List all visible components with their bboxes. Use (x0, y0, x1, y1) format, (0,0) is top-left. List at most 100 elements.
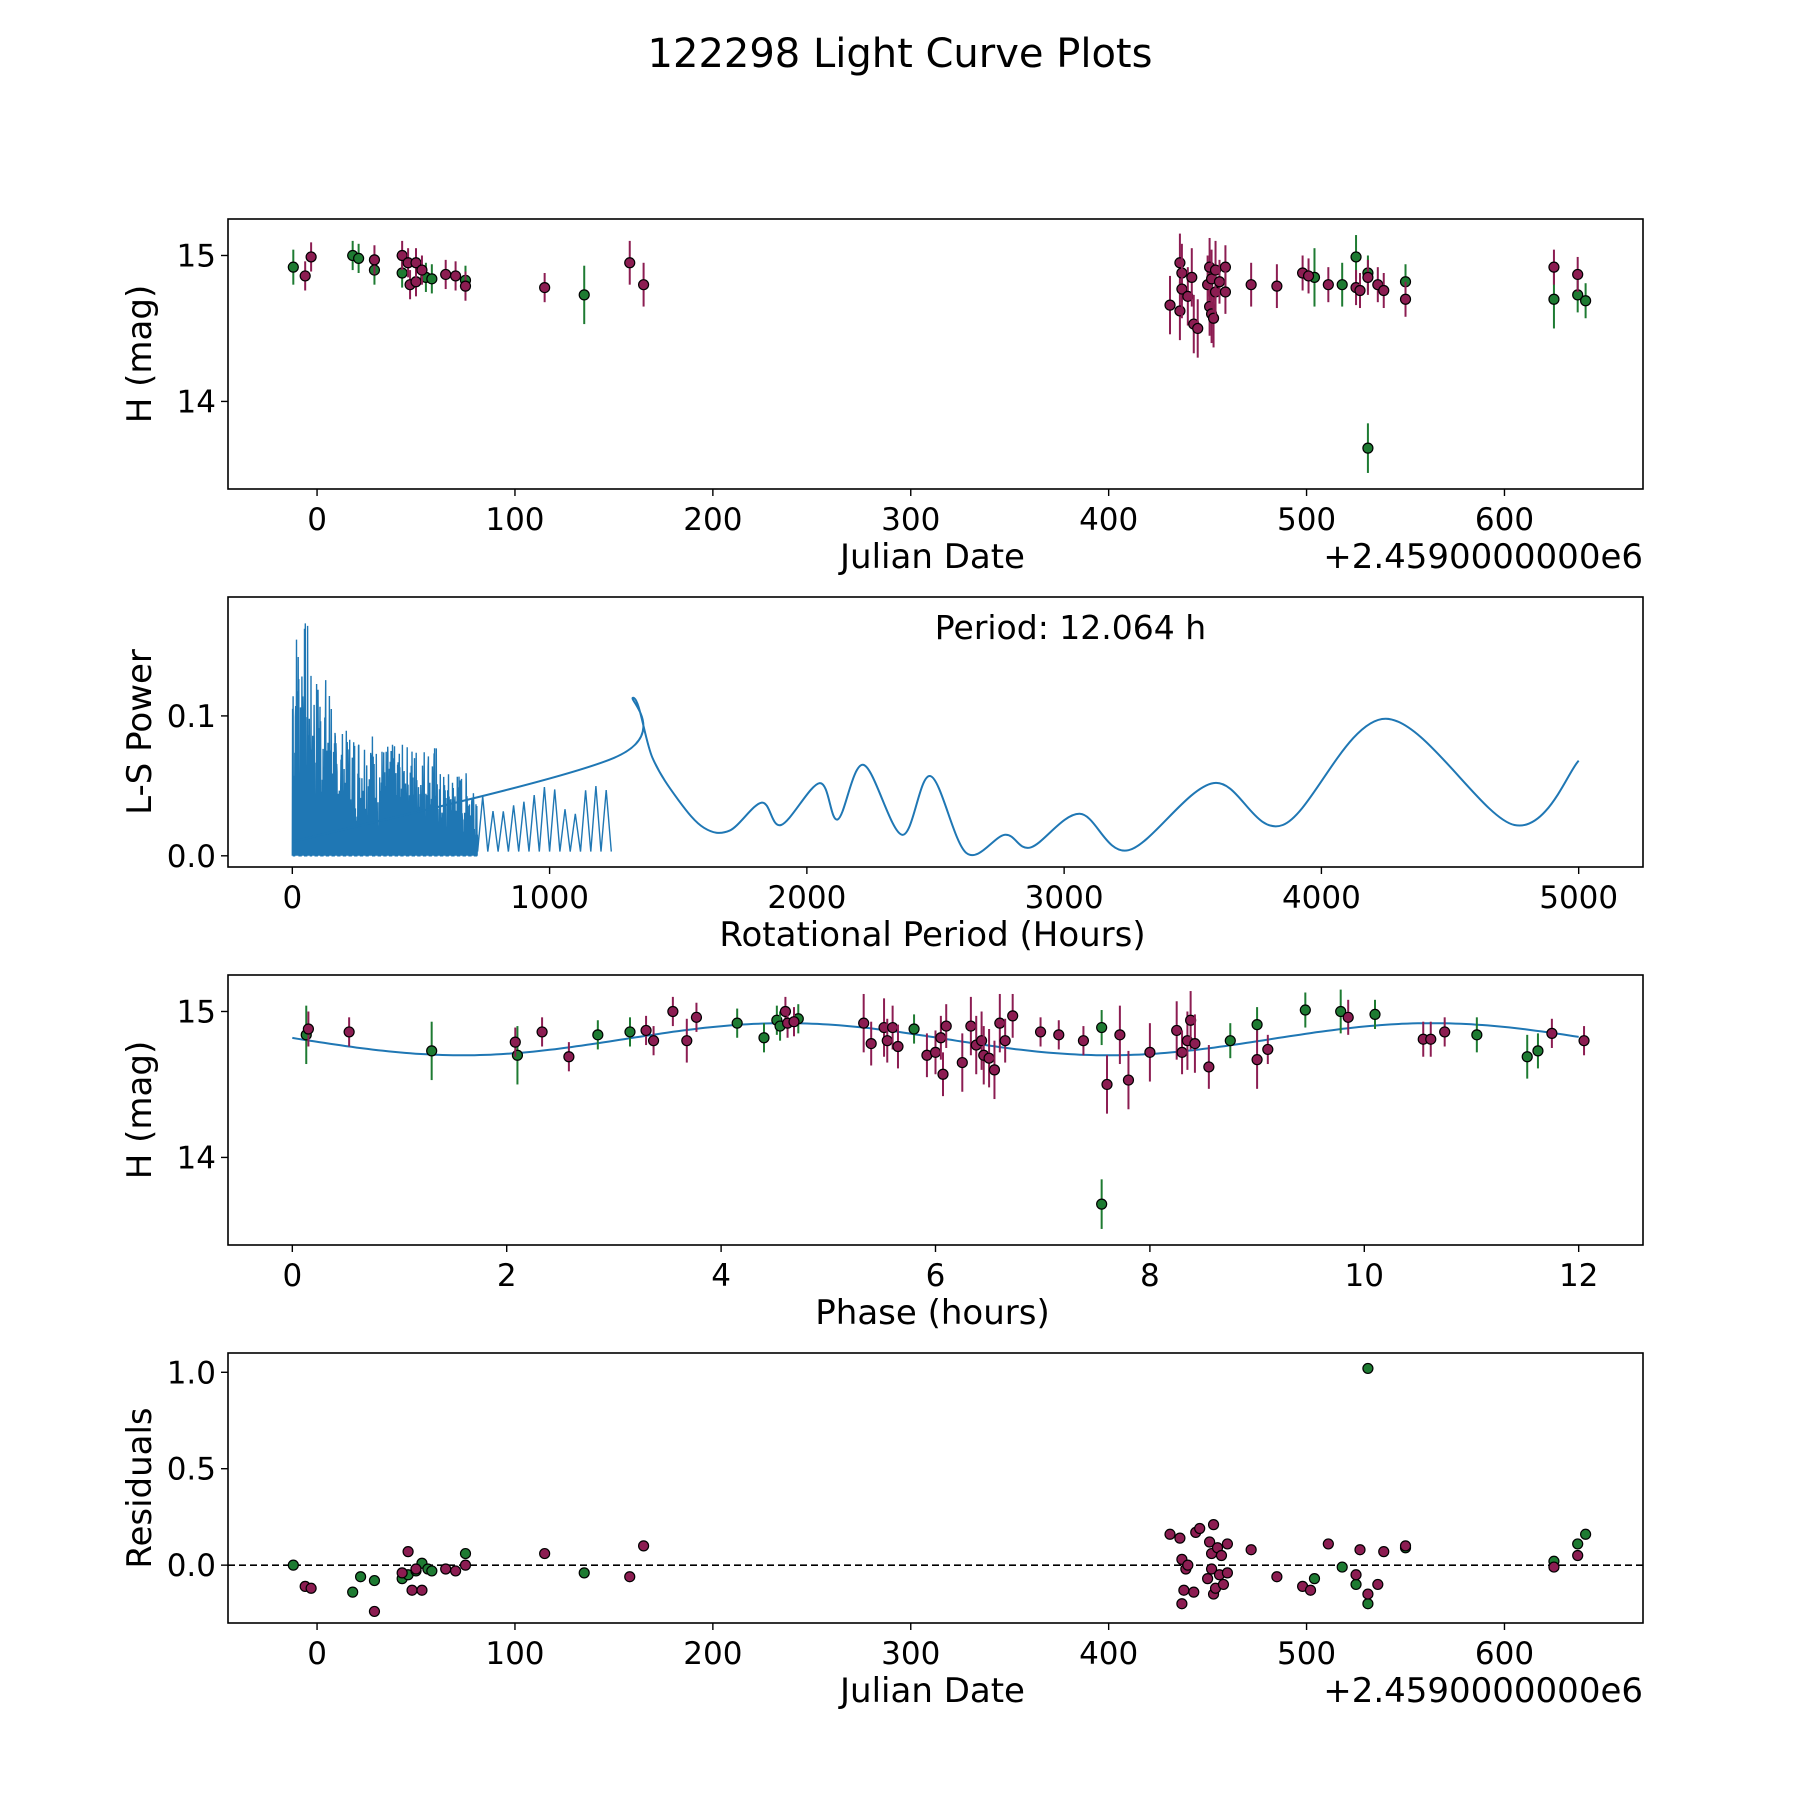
phased-curve-xtick-label: 0 (282, 1258, 302, 1294)
light-curve-xtick-label: 400 (1079, 502, 1138, 538)
residuals-point-green (426, 1565, 438, 1577)
phased-curve-point-magenta (929, 1046, 942, 1058)
phased-curve-point-green (1335, 1005, 1347, 1018)
phased-curve-point-magenta (779, 1005, 792, 1018)
residuals-point-green (1362, 1598, 1374, 1610)
phased-curve-xtick-label: 4 (711, 1258, 731, 1294)
phased-curve-point-magenta (858, 1017, 870, 1029)
light-curve-point-magenta (1362, 271, 1374, 283)
light-curve-point-magenta (368, 254, 381, 266)
phased-curve-point-magenta (1053, 1029, 1065, 1041)
light-curve-point-magenta (459, 280, 472, 292)
light-curve-point-magenta (1209, 264, 1222, 276)
residuals-point-magenta (459, 1559, 472, 1571)
periodogram-y-axis-label: L-S Power (120, 649, 160, 815)
residuals-point-magenta (1350, 1569, 1362, 1581)
light-curve-ytick-label: 14 (177, 384, 216, 420)
light-curve-point-magenta (1322, 279, 1334, 291)
phased-curve-point-magenta (536, 1026, 548, 1038)
residuals-point-magenta (1399, 1540, 1412, 1552)
residuals-point-magenta (1207, 1519, 1220, 1531)
phased-curve-point-magenta (690, 1011, 703, 1023)
phased-curve-point-magenta (1171, 1024, 1183, 1037)
residuals-ytick-label: 1.0 (167, 1355, 216, 1391)
residuals-x-offset-label: +2.4590000000e6 (1323, 1671, 1643, 1711)
residuals-point-magenta (1372, 1578, 1384, 1591)
residuals-xtick-label: 500 (1277, 1636, 1336, 1672)
residuals-point-magenta (539, 1547, 551, 1560)
light-curve-point-magenta (1378, 284, 1390, 297)
light-curve-xtick-label: 100 (485, 502, 544, 538)
phased-curve-point-green (1369, 1008, 1381, 1021)
phased-curve-point-magenta (1114, 1029, 1126, 1041)
phased-curve-point-magenta (956, 1056, 968, 1069)
phased-curve-point-magenta (1176, 1046, 1188, 1058)
residuals-point-magenta (1215, 1549, 1228, 1562)
residuals-point-green (1336, 1561, 1348, 1573)
light-curve-point-magenta (1213, 276, 1226, 288)
residuals-point-magenta (440, 1563, 452, 1575)
light-curve-x-axis-label: Julian Date (838, 537, 1025, 577)
phased-curve-point-magenta (1342, 1011, 1354, 1023)
light-curve-point-magenta (1271, 280, 1283, 292)
phased-curve-point-green (1096, 1021, 1108, 1034)
residuals-point-magenta (1221, 1567, 1234, 1579)
light-curve-point-magenta (1192, 322, 1204, 335)
light-curve-point-magenta (1174, 257, 1186, 269)
phased-curve-point-magenta (988, 1064, 1001, 1076)
period-annotation: Period: 12.064 h (935, 608, 1206, 647)
phased-curve-point-magenta (509, 1036, 521, 1048)
periodogram-ytick-label: 0.1 (167, 699, 216, 735)
phased-curve-point-magenta (343, 1026, 355, 1038)
periodogram-x-axis-label: Rotational Period (Hours) (719, 915, 1145, 955)
phased-curve-point-magenta (1189, 1037, 1201, 1050)
residuals-point-green (578, 1567, 590, 1579)
phased-curve-point-green (908, 1023, 920, 1035)
light-curve-point-green (1548, 293, 1560, 305)
phased-curve-point-magenta (983, 1052, 995, 1064)
phased-curve-xtick-label: 2 (497, 1258, 517, 1294)
phased-curve-point-magenta (1425, 1033, 1437, 1045)
residuals-point-green (1350, 1578, 1362, 1591)
light-curve-point-magenta (410, 276, 422, 288)
light-curve-point-green (426, 273, 438, 285)
phased-curve-point-magenta (975, 1035, 988, 1047)
light-curve-point-green (1580, 295, 1592, 307)
light-curve-xtick-label: 300 (881, 502, 940, 538)
residuals-point-green (287, 1559, 299, 1571)
periodogram-xtick-label: 4000 (1282, 880, 1361, 916)
light-curve-xtick-label: 600 (1475, 502, 1534, 538)
residuals-point-magenta (402, 1546, 414, 1558)
residuals-point-magenta (1182, 1559, 1194, 1571)
light-curve-ytick-label: 15 (177, 238, 216, 274)
residuals-point-magenta (1188, 1586, 1200, 1598)
phased-curve-point-green (1471, 1029, 1483, 1041)
light-curve-point-magenta (1219, 286, 1232, 298)
light-curve-point-magenta (449, 270, 462, 282)
residuals-point-magenta (1205, 1563, 1218, 1575)
phased-curve-point-magenta (937, 1068, 949, 1080)
light-curve-point-magenta (1164, 299, 1176, 311)
phased-curve-point-magenta (1077, 1035, 1090, 1047)
residuals-point-magenta (637, 1540, 650, 1552)
periodogram-ytick-label: 0.0 (167, 839, 216, 875)
phased-curve-point-green (624, 1026, 636, 1038)
residuals-xtick-label: 300 (881, 1636, 940, 1672)
residuals-point-green (459, 1547, 472, 1560)
phased-curve-point-green (592, 1029, 604, 1041)
phased-curve-point-green (426, 1045, 438, 1057)
phased-curve-point-green (731, 1017, 743, 1029)
periodogram-line (292, 696, 1580, 857)
phased-curve-point-magenta (667, 1005, 679, 1018)
residuals-axes-frame (227, 1352, 1644, 1624)
light-curve-point-magenta (1174, 305, 1186, 317)
light-curve-point-green (287, 261, 299, 273)
residuals-point-magenta (1572, 1549, 1584, 1562)
periodogram-xtick-label: 2000 (767, 880, 846, 916)
residuals-point-green (1308, 1573, 1321, 1585)
phased-curve-point-magenta (935, 1032, 947, 1044)
phased-curve-point-magenta (681, 1035, 693, 1047)
light-curve-point-green (1362, 442, 1374, 454)
light-curve-point-magenta (416, 264, 428, 276)
